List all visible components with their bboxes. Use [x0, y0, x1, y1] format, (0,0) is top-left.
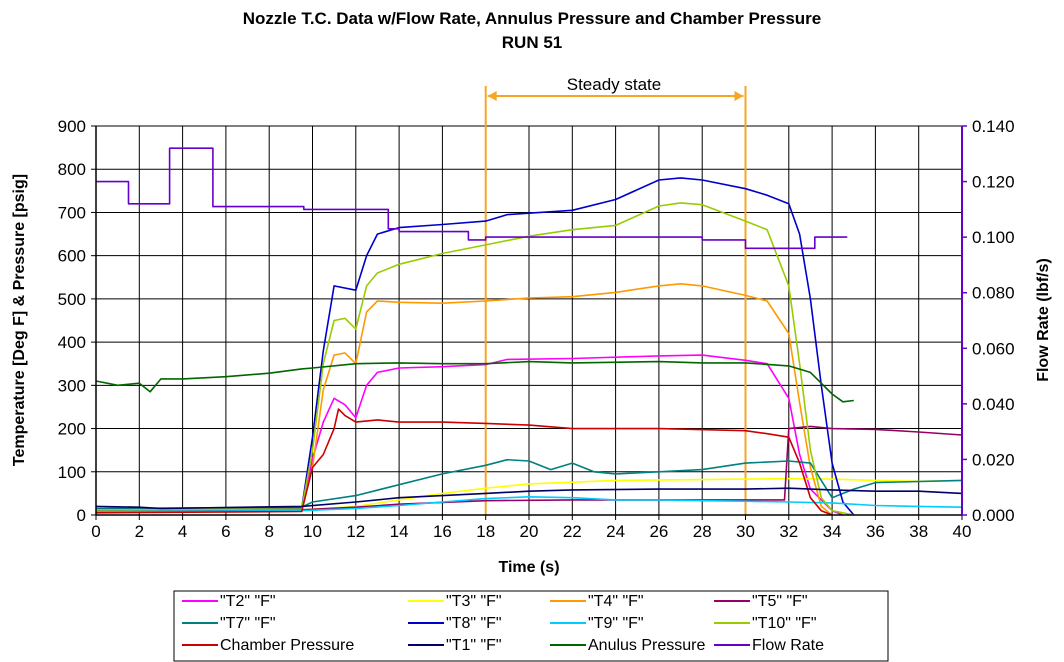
y2-tick-label: 0.080 — [972, 284, 1015, 303]
steady-state-arrow-right — [734, 91, 744, 101]
legend-label-0: "T2" "F" — [220, 593, 276, 610]
y-axis-label: Temperature [Deg F] & Pressure [psig] — [11, 174, 28, 466]
x-tick-label: 22 — [563, 522, 582, 541]
y-tick-label: 600 — [58, 247, 86, 266]
chart-subtitle: RUN 51 — [502, 33, 562, 52]
legend-box — [173, 590, 889, 662]
x-tick-label: 24 — [606, 522, 625, 541]
x-tick-label: 34 — [823, 522, 842, 541]
y-tick-label: 700 — [58, 203, 86, 222]
x-tick-label: 0 — [91, 522, 100, 541]
x-tick-label: 26 — [649, 522, 668, 541]
tick-labels: 0 2 4 6 8 10 12 14 16 18 20 22 24 26 28 30 32 34 36 38 40010… — [58, 117, 1015, 541]
series-line-7 — [95, 202, 854, 516]
series-layer — [95, 147, 963, 516]
legend-label-2: "T4" "F" — [588, 593, 644, 610]
y-tick-label: 0 — [77, 506, 86, 525]
x-tick-label: 4 — [178, 522, 187, 541]
legend-label-9: "T1" "F" — [446, 637, 502, 654]
y2-tick-label: 0.020 — [972, 450, 1015, 469]
series-line-5 — [95, 177, 855, 516]
y2-tick-label: 0.120 — [972, 173, 1015, 192]
legend-label-3: "T5" "F" — [752, 593, 808, 610]
x-tick-label: 8 — [264, 522, 273, 541]
y2-tick-label: 0.100 — [972, 228, 1015, 247]
legend-label-5: "T8" "F" — [446, 615, 502, 632]
x-tick-label: 32 — [779, 522, 798, 541]
y-tick-label: 100 — [58, 463, 86, 482]
x-tick-label: 2 — [135, 522, 144, 541]
steady-state-label: Steady state — [567, 75, 662, 94]
grid — [95, 125, 963, 516]
series-line-1 — [95, 477, 963, 512]
legend-label-7: "T10" "F" — [752, 615, 817, 632]
x-tick-label: 16 — [433, 522, 452, 541]
legend-label-10: Anulus Pressure — [588, 637, 705, 654]
series-line-11 — [96, 147, 848, 250]
x-tick-label: 30 — [736, 522, 755, 541]
y2-axis-label: Flow Rate (lbf/s) — [1035, 258, 1052, 382]
x-tick-label: 12 — [346, 522, 365, 541]
y-tick-label: 200 — [58, 420, 86, 439]
legend: "T2" "F" "T3" "F" "T4" "F" "T5" "F" "T7" "F"… — [173, 590, 889, 662]
y-tick-label: 900 — [58, 117, 86, 136]
x-tick-label: 10 — [303, 522, 322, 541]
x-tick-label: 20 — [520, 522, 539, 541]
x-axis-label: Time (s) — [498, 559, 559, 576]
y-tick-label: 300 — [58, 376, 86, 395]
legend-label-6: "T9" "F" — [588, 615, 644, 632]
series-line-2 — [95, 282, 833, 516]
series-line-3 — [95, 425, 963, 512]
x-tick-label: 6 — [221, 522, 230, 541]
y2-tick-label: 0.140 — [972, 117, 1015, 136]
x-tick-label: 36 — [866, 522, 885, 541]
y-tick-label: 500 — [58, 290, 86, 309]
series-line-0 — [95, 354, 844, 516]
y-tick-label: 800 — [58, 160, 86, 179]
legend-label-8: Chamber Pressure — [220, 637, 354, 654]
y2-tick-label: 0.060 — [972, 339, 1015, 358]
x-tick-label: 14 — [390, 522, 409, 541]
axes — [91, 125, 967, 520]
series-line-4 — [95, 458, 963, 510]
x-tick-label: 38 — [909, 522, 928, 541]
series-line-10 — [95, 360, 854, 403]
series-line-9 — [95, 487, 963, 510]
legend-label-11: Flow Rate — [752, 637, 824, 654]
y2-tick-label: 0.040 — [972, 395, 1015, 414]
series-line-6 — [95, 495, 963, 513]
x-tick-label: 18 — [476, 522, 495, 541]
series-line-8 — [95, 408, 833, 516]
steady-state-arrow-left — [487, 91, 497, 101]
x-tick-label: 40 — [953, 522, 972, 541]
legend-label-1: "T3" "F" — [446, 593, 502, 610]
y-tick-label: 400 — [58, 333, 86, 352]
x-tick-label: 28 — [693, 522, 712, 541]
legend-label-4: "T7" "F" — [220, 615, 276, 632]
chart-title: Nozzle T.C. Data w/Flow Rate, Annulus Pr… — [243, 9, 821, 28]
y2-tick-label: 0.000 — [972, 506, 1015, 525]
